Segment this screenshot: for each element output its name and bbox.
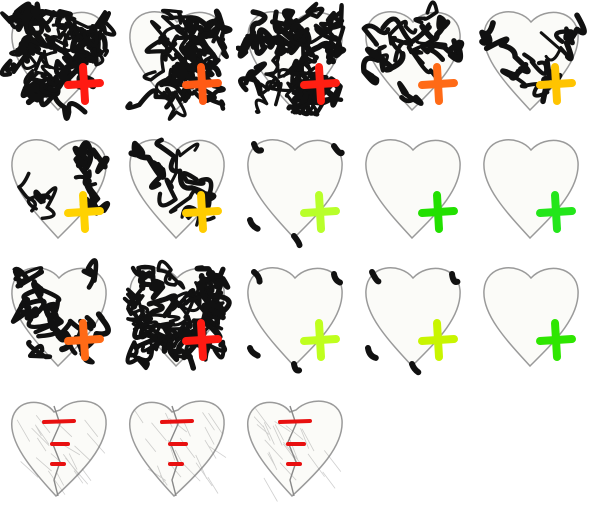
heart-sprite bbox=[11, 139, 111, 240]
plus-icon bbox=[418, 63, 458, 105]
heart-sprite bbox=[360, 0, 465, 112]
heart-healing-4 bbox=[354, 0, 472, 128]
scribble-marks bbox=[0, 1, 117, 121]
heart-shape bbox=[483, 139, 579, 240]
heart-broken-2 bbox=[118, 384, 236, 512]
stitch-marks bbox=[42, 419, 76, 466]
heart-healing-7 bbox=[118, 128, 236, 256]
heart-broken-3 bbox=[236, 384, 354, 512]
scribble-marks bbox=[236, 1, 347, 117]
plus-icon bbox=[300, 319, 340, 361]
plus-icon bbox=[64, 319, 104, 361]
plus-icon bbox=[64, 63, 104, 105]
heart-healing-12 bbox=[118, 256, 236, 384]
heart-hatching bbox=[16, 415, 106, 495]
plus-icon bbox=[182, 319, 222, 361]
stitch-marks bbox=[278, 419, 312, 466]
heart-healing-3 bbox=[236, 0, 354, 128]
plus-icon bbox=[300, 191, 340, 233]
heart-healing-11 bbox=[0, 256, 118, 384]
heart-sprite bbox=[483, 139, 579, 240]
scribble-marks bbox=[360, 0, 465, 106]
heart-healing-5 bbox=[472, 0, 590, 128]
plus-icon bbox=[182, 191, 222, 233]
heart-shape bbox=[247, 139, 343, 240]
plus-icon bbox=[418, 191, 458, 233]
heart-sprite bbox=[0, 1, 117, 121]
heart-sprite bbox=[479, 11, 587, 112]
scribble-marks bbox=[365, 269, 461, 376]
heart-sprite bbox=[122, 259, 232, 371]
heart-healing-10 bbox=[472, 128, 590, 256]
scribble-marks bbox=[247, 141, 345, 249]
plus-icon bbox=[536, 63, 576, 105]
heart-hatching bbox=[134, 410, 227, 494]
plus-icon bbox=[182, 63, 222, 105]
heart-sprite bbox=[483, 267, 579, 368]
scribble-marks bbox=[247, 269, 343, 374]
heart-healing-13 bbox=[236, 256, 354, 384]
heart-healing-2 bbox=[118, 0, 236, 128]
plus-icon bbox=[536, 319, 576, 361]
heart-hatching bbox=[253, 408, 342, 502]
heart-healing-15 bbox=[472, 256, 590, 384]
plus-icon bbox=[300, 63, 340, 105]
heart-sprite bbox=[125, 8, 233, 121]
heart-healing-8 bbox=[236, 128, 354, 256]
heart-shape bbox=[483, 267, 579, 368]
heart-shape bbox=[365, 139, 461, 240]
heart-sprite bbox=[10, 258, 111, 368]
heart-sprite bbox=[365, 267, 461, 376]
heart-sprite bbox=[11, 400, 107, 498]
heart-sprite bbox=[236, 1, 347, 117]
heart-sprite bbox=[128, 137, 225, 240]
heart-healing-6 bbox=[0, 128, 118, 256]
plus-icon bbox=[64, 191, 104, 233]
heart-sprite bbox=[247, 139, 345, 249]
scribble-marks bbox=[10, 258, 111, 365]
heart-sprite bbox=[247, 400, 343, 502]
heart-broken-1 bbox=[0, 384, 118, 512]
plus-icon bbox=[536, 191, 576, 233]
heart-healing-14 bbox=[354, 256, 472, 384]
heart-sprite bbox=[129, 400, 227, 498]
heart-healing-1 bbox=[0, 0, 118, 128]
heart-sprite bbox=[365, 139, 461, 240]
heart-sprite bbox=[247, 267, 343, 374]
heart-shape bbox=[129, 400, 225, 498]
stitch-marks bbox=[160, 419, 194, 466]
heart-shape bbox=[247, 400, 343, 498]
plus-icon bbox=[418, 319, 458, 361]
heart-healing-9 bbox=[354, 128, 472, 256]
heart-shape bbox=[11, 400, 107, 498]
